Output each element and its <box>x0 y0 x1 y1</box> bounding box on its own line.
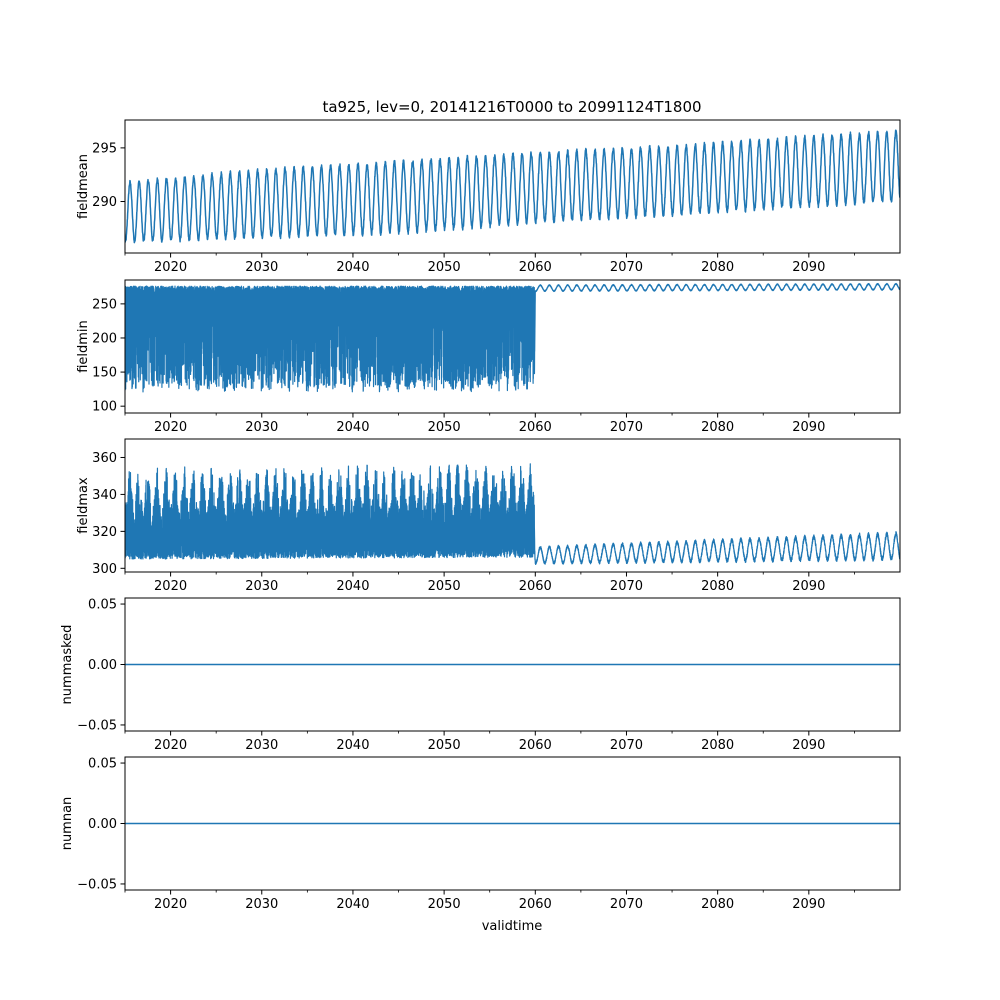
x-tick-label-fieldmin-2020: 2020 <box>154 420 187 435</box>
panel-nummasked: 2020 2030 2040 2050 2060 2070 2080 2090 −0.05 0.0… <box>60 597 901 753</box>
x-tick-label-nummasked-2080: 2080 <box>701 738 734 753</box>
y-tick-label-numnan-2: 0.05 <box>88 757 117 772</box>
x-tick-label-fieldmax-2040: 2040 <box>336 579 369 594</box>
x-tick-label-nummasked-2070: 2070 <box>610 738 643 753</box>
x-tick-label-fieldmean-2070: 2070 <box>610 260 643 275</box>
series-line-fieldmean-0 <box>125 129 900 244</box>
x-tick-label-nummasked-2040: 2040 <box>336 738 369 753</box>
y-tick-label-numnan-0: −0.05 <box>77 877 117 892</box>
y-axis-label-fieldmin: fieldmin <box>76 320 91 373</box>
y-tick-label-fieldmean-1: 295 <box>92 141 117 156</box>
panel-numnan: 2020 2030 2040 2050 2060 2070 2080 2090 −0.05 0.0… <box>60 756 901 912</box>
y-axis-label-nummasked: nummasked <box>60 625 75 705</box>
x-tick-label-fieldmax-2060: 2060 <box>519 579 552 594</box>
x-tick-label-fieldmax-2030: 2030 <box>245 579 278 594</box>
x-tick-label-fieldmax-2080: 2080 <box>701 579 734 594</box>
x-tick-label-numnan-2020: 2020 <box>154 897 187 912</box>
y-tick-label-fieldmin-0: 100 <box>92 400 117 415</box>
y-tick-label-fieldmean-0: 290 <box>92 195 117 210</box>
x-tick-label-fieldmean-2020: 2020 <box>154 260 187 275</box>
panel-fieldmin: 2020 2030 2040 2050 2060 2070 2080 2090 100 150 20… <box>76 279 901 435</box>
y-tick-label-nummasked-2: 0.05 <box>88 598 117 613</box>
series-line-fieldmax-0 <box>125 463 900 566</box>
y-tick-label-nummasked-0: −0.05 <box>77 718 117 733</box>
x-tick-label-fieldmin-2060: 2060 <box>519 420 552 435</box>
x-tick-label-fieldmin-2050: 2050 <box>428 420 461 435</box>
x-tick-label-nummasked-2090: 2090 <box>792 738 825 753</box>
panel-fieldmax: 2020 2030 2040 2050 2060 2070 2080 2090 300 320 34… <box>76 438 901 594</box>
series-fieldmean <box>125 129 900 244</box>
y-axis-label-fieldmax: fieldmax <box>76 477 91 534</box>
y-tick-label-fieldmin-3: 250 <box>92 297 117 312</box>
x-tick-label-fieldmin-2080: 2080 <box>701 420 734 435</box>
chart-title: ta925, lev=0, 20141216T0000 to 20991124T… <box>322 98 701 116</box>
x-tick-label-fieldmean-2030: 2030 <box>245 260 278 275</box>
x-tick-label-fieldmin-2090: 2090 <box>792 420 825 435</box>
x-tick-label-fieldmean-2080: 2080 <box>701 260 734 275</box>
x-tick-label-numnan-2090: 2090 <box>792 897 825 912</box>
series-fieldmax <box>125 463 900 566</box>
x-tick-label-fieldmin-2030: 2030 <box>245 420 278 435</box>
x-tick-label-numnan-2040: 2040 <box>336 897 369 912</box>
series-fieldmin <box>125 282 900 393</box>
y-axis-label-numnan: numnan <box>60 797 75 851</box>
x-tick-label-numnan-2030: 2030 <box>245 897 278 912</box>
y-tick-label-fieldmax-2: 340 <box>92 488 117 503</box>
y-tick-label-nummasked-1: 0.00 <box>88 658 117 673</box>
x-tick-label-fieldmean-2060: 2060 <box>519 260 552 275</box>
panel-fieldmean: 2020 2030 2040 2050 2060 2070 2080 2090 290 295fi… <box>76 119 901 275</box>
x-tick-label-fieldmean-2050: 2050 <box>428 260 461 275</box>
x-tick-label-nummasked-2020: 2020 <box>154 738 187 753</box>
y-tick-label-fieldmax-1: 320 <box>92 525 117 540</box>
x-tick-label-numnan-2070: 2070 <box>610 897 643 912</box>
y-tick-label-numnan-1: 0.00 <box>88 817 117 832</box>
x-tick-label-nummasked-2030: 2030 <box>245 738 278 753</box>
plot-frame-fieldmin <box>124 279 901 414</box>
x-tick-label-fieldmax-2070: 2070 <box>610 579 643 594</box>
x-tick-label-fieldmean-2040: 2040 <box>336 260 369 275</box>
x-tick-label-nummasked-2050: 2050 <box>428 738 461 753</box>
x-tick-label-fieldmax-2020: 2020 <box>154 579 187 594</box>
x-tick-label-nummasked-2060: 2060 <box>519 738 552 753</box>
x-tick-label-numnan-2080: 2080 <box>701 897 734 912</box>
y-tick-label-fieldmin-1: 150 <box>92 366 117 381</box>
plot-frame-fieldmax <box>124 438 901 573</box>
y-tick-label-fieldmin-2: 200 <box>92 331 117 346</box>
x-tick-label-fieldmin-2070: 2070 <box>610 420 643 435</box>
x-axis-label: validtime <box>482 919 543 934</box>
x-tick-label-fieldmax-2090: 2090 <box>792 579 825 594</box>
y-axis-label-fieldmean: fieldmean <box>76 154 91 219</box>
x-tick-label-fieldmean-2090: 2090 <box>792 260 825 275</box>
plot-frame-fieldmean <box>124 119 901 254</box>
y-tick-label-fieldmax-3: 360 <box>92 451 117 466</box>
y-tick-label-fieldmax-0: 300 <box>92 562 117 577</box>
x-tick-label-numnan-2060: 2060 <box>519 897 552 912</box>
x-tick-label-numnan-2050: 2050 <box>428 897 461 912</box>
x-tick-label-fieldmax-2050: 2050 <box>428 579 461 594</box>
panels: 2020 2030 2040 2050 2060 2070 2080 2090290295fi… <box>60 119 901 912</box>
series-line-fieldmin-0 <box>125 282 900 393</box>
x-tick-label-fieldmin-2040: 2040 <box>336 420 369 435</box>
